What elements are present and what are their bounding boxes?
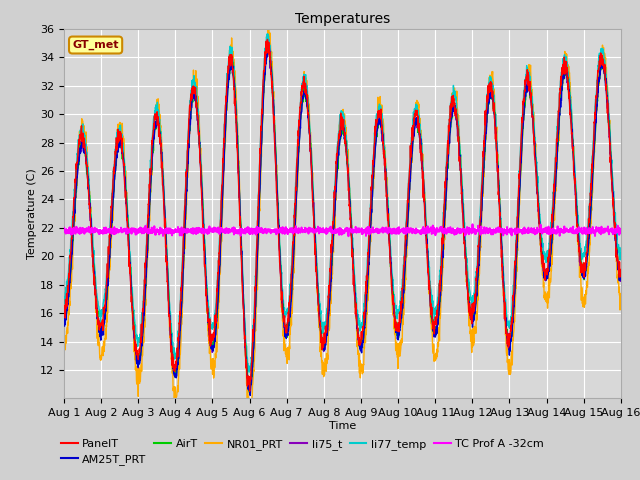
NR01_PRT — [568, 115, 576, 120]
li75_t — [60, 313, 68, 319]
PanelT — [60, 302, 68, 308]
PanelT — [505, 340, 513, 346]
AirT — [617, 272, 625, 278]
Text: GT_met: GT_met — [72, 40, 119, 50]
Line: NR01_PRT: NR01_PRT — [64, 29, 621, 418]
li75_t — [265, 39, 273, 45]
AM25T_PRT — [266, 43, 273, 48]
AM25T_PRT — [568, 126, 576, 132]
PanelT — [371, 123, 379, 129]
AM25T_PRT — [505, 338, 513, 344]
PanelT — [216, 251, 223, 256]
li75_t — [584, 248, 591, 253]
AirT — [60, 310, 68, 315]
Legend: PanelT, AM25T_PRT, AirT, NR01_PRT, li75_t, li77_temp, TC Prof A -32cm: PanelT, AM25T_PRT, AirT, NR01_PRT, li75_… — [57, 434, 548, 469]
AirT — [264, 45, 272, 50]
NR01_PRT — [359, 365, 367, 371]
TC Prof A -32cm — [216, 231, 223, 237]
NR01_PRT — [265, 26, 273, 32]
AirT — [359, 336, 367, 342]
AirT — [505, 339, 513, 345]
TC Prof A -32cm — [344, 233, 352, 239]
TC Prof A -32cm — [359, 229, 367, 235]
AirT — [246, 389, 253, 395]
NR01_PRT — [584, 284, 591, 290]
li77_temp — [359, 313, 367, 319]
li77_temp — [584, 224, 591, 230]
PanelT — [359, 326, 367, 332]
li75_t — [216, 259, 223, 264]
Line: AirT: AirT — [64, 48, 621, 392]
AM25T_PRT — [246, 393, 254, 398]
TC Prof A -32cm — [584, 228, 591, 233]
li77_temp — [371, 129, 379, 134]
li77_temp — [246, 369, 253, 375]
Line: li77_temp: li77_temp — [64, 34, 621, 372]
li75_t — [505, 346, 513, 351]
li75_t — [617, 269, 625, 275]
AirT — [371, 150, 379, 156]
li77_temp — [60, 297, 68, 302]
AM25T_PRT — [60, 319, 68, 324]
NR01_PRT — [60, 338, 68, 344]
NR01_PRT — [216, 299, 223, 305]
Title: Temperatures: Temperatures — [295, 12, 390, 26]
AirT — [584, 252, 591, 257]
li75_t — [568, 132, 576, 137]
TC Prof A -32cm — [617, 230, 625, 236]
li77_temp — [505, 318, 513, 324]
TC Prof A -32cm — [505, 227, 513, 232]
TC Prof A -32cm — [568, 225, 576, 231]
PanelT — [568, 139, 576, 144]
Line: PanelT: PanelT — [64, 39, 621, 391]
Line: AM25T_PRT: AM25T_PRT — [64, 46, 621, 396]
TC Prof A -32cm — [468, 221, 476, 227]
li77_temp — [568, 120, 576, 125]
Line: li75_t: li75_t — [64, 42, 621, 390]
AirT — [568, 131, 576, 136]
NR01_PRT — [246, 415, 253, 420]
li77_temp — [264, 31, 271, 37]
NR01_PRT — [371, 133, 379, 139]
AM25T_PRT — [359, 340, 367, 346]
PanelT — [617, 267, 625, 273]
TC Prof A -32cm — [371, 228, 379, 233]
PanelT — [264, 36, 271, 42]
AirT — [216, 268, 223, 274]
AM25T_PRT — [617, 275, 625, 281]
AM25T_PRT — [216, 271, 223, 276]
li75_t — [245, 387, 253, 393]
NR01_PRT — [617, 292, 625, 298]
AM25T_PRT — [371, 149, 379, 155]
li75_t — [359, 334, 367, 339]
Line: TC Prof A -32cm: TC Prof A -32cm — [64, 224, 621, 236]
AM25T_PRT — [584, 253, 591, 259]
Y-axis label: Temperature (C): Temperature (C) — [28, 168, 37, 259]
X-axis label: Time: Time — [329, 421, 356, 431]
li77_temp — [617, 252, 625, 258]
NR01_PRT — [505, 369, 513, 374]
PanelT — [584, 236, 591, 241]
PanelT — [246, 388, 253, 394]
TC Prof A -32cm — [60, 225, 68, 231]
li75_t — [371, 144, 379, 150]
li77_temp — [216, 240, 223, 246]
